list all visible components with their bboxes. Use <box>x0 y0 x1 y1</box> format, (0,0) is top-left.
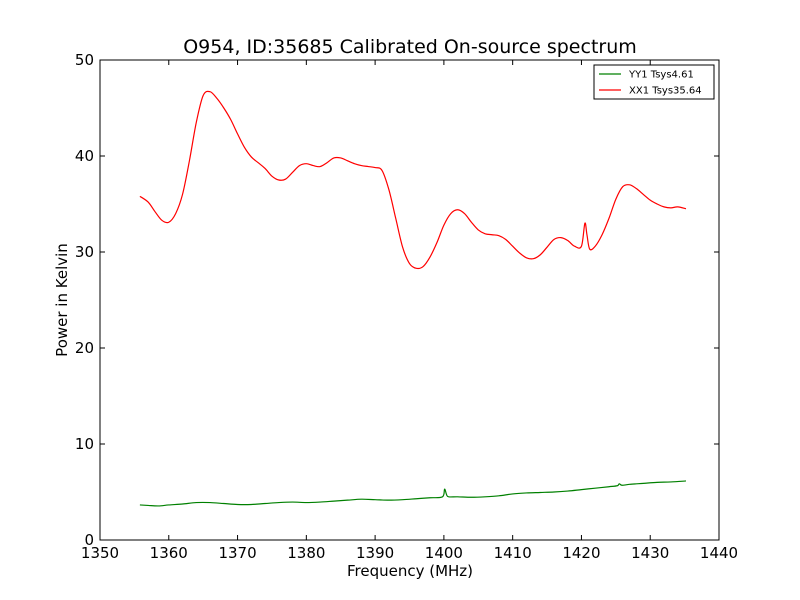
series-line-xx1-tsys35-64 <box>139 90 687 270</box>
x-tick-label: 1410 <box>494 544 532 562</box>
legend-label-xx1-tsys35-64: XX1 Tsys35.64 <box>629 86 702 97</box>
y-axis: 0 10 20 30 40 50 <box>75 51 719 549</box>
series-line-yy1-tsys4-61 <box>139 480 687 507</box>
x-tick-label: 1350 <box>81 544 119 562</box>
y-tick-label: 0 <box>84 531 94 549</box>
y-axis-title: Power in Kelvin <box>53 243 71 357</box>
x-tick-label: 1430 <box>631 544 669 562</box>
x-tick-label: 1360 <box>150 544 188 562</box>
y-tick-label: 40 <box>75 147 94 165</box>
y-tick-label: 20 <box>75 339 94 357</box>
legend: YY1 Tsys4.61 XX1 Tsys35.64 <box>593 64 715 100</box>
x-tick-label: 1380 <box>287 544 325 562</box>
y-tick-label: 50 <box>75 51 94 69</box>
legend-label-yy1-tsys4-61: YY1 Tsys4.61 <box>628 70 694 81</box>
x-tick-label: 1400 <box>425 544 463 562</box>
x-axis-title: Frequency (MHz) <box>347 562 473 580</box>
series-layer <box>139 90 687 507</box>
x-tick-label: 1370 <box>218 544 256 562</box>
y-tick-label: 10 <box>75 435 94 453</box>
x-tick-label: 1390 <box>356 544 394 562</box>
plot-frame <box>99 59 720 541</box>
x-axis: 1350 1360 1370 1380 1390 1400 1410 1420 1430 1440 <box>81 60 738 562</box>
chart-title: O954, ID:35685 Calibrated On-source spec… <box>183 36 637 58</box>
y-tick-label: 30 <box>75 243 94 261</box>
x-tick-label: 1420 <box>562 544 600 562</box>
x-tick-label: 1440 <box>700 544 738 562</box>
legend-box <box>593 64 715 100</box>
